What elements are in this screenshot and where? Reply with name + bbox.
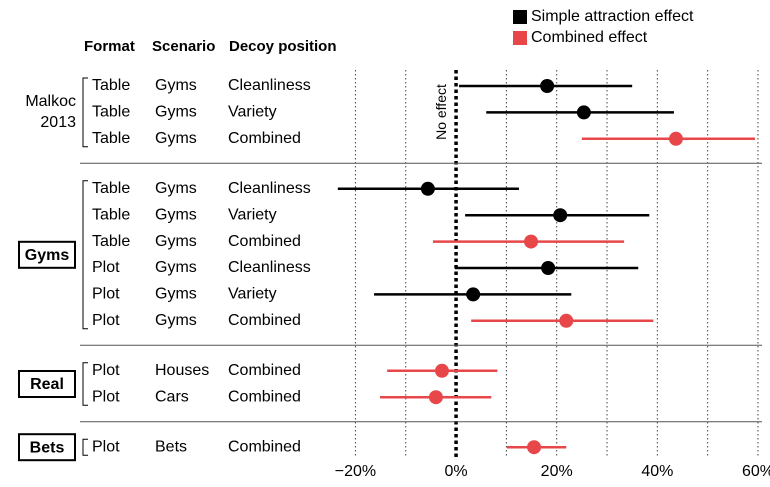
scenario-cell: Cars [155,388,189,405]
group-box [18,433,76,462]
decoy-cell: Cleanliness [228,259,311,276]
x-tick-label: 0% [444,463,467,480]
point [420,181,435,196]
decoy-cell: Combined [228,362,301,379]
point [540,79,555,93]
point [541,261,556,275]
scenario-cell: Gyms [155,77,197,94]
point [466,287,481,302]
decoy-cell: Variety [228,286,277,303]
point [527,440,542,455]
decoy-cell: Combined [228,130,301,147]
format-cell: Plot [92,286,120,303]
scenario-cell: Gyms [155,206,197,223]
x-tick-label: 60% [742,463,770,480]
bracket [82,77,88,148]
format-cell: Plot [92,312,120,329]
scenario-cell: Gyms [155,180,197,197]
decoy-cell: Combined [228,233,301,250]
scenario-cell: Houses [155,362,209,379]
decoy-cell: Combined [228,438,301,455]
legend-swatch [513,10,527,24]
legend-swatch [513,31,527,45]
point [434,363,449,378]
format-cell: Table [92,233,130,250]
decoy-cell: Cleanliness [228,180,311,197]
decoy-cell: Combined [228,312,301,329]
format-cell: Table [92,206,130,223]
format-cell: Plot [92,362,120,379]
point [576,105,591,120]
group-label: Malkoc [25,93,76,110]
decoy-cell: Cleanliness [228,77,311,94]
group-label: Real [30,376,64,393]
decoy-cell: Variety [228,104,277,121]
scenario-cell: Bets [155,438,187,455]
bracket [82,180,88,330]
scenario-cell: Gyms [155,259,197,276]
point [553,208,568,223]
point [428,390,443,405]
x-tick-label: 40% [641,463,673,480]
legend-label: Simple attraction effect [531,8,694,25]
decoy-cell: Combined [228,388,301,405]
format-cell: Table [92,180,130,197]
column-header: Format [84,38,135,55]
scenario-cell: Gyms [155,312,197,329]
format-cell: Plot [92,388,120,405]
format-cell: Table [92,130,130,147]
scenario-cell: Gyms [155,104,197,121]
group-label: 2013 [40,114,76,131]
format-cell: Plot [92,438,120,455]
group-box [18,370,76,398]
bracket [82,362,88,406]
format-cell: Table [92,104,130,121]
column-header: Scenario [152,38,215,55]
format-cell: Table [92,77,130,94]
point [524,234,539,249]
annotation: No effect [433,84,449,140]
point [668,131,683,146]
decoy-cell: Variety [228,206,277,223]
format-cell: Plot [92,259,120,276]
group-label: Gyms [25,247,70,264]
x-tick-label: 20% [541,463,573,480]
point [559,313,574,328]
scenario-cell: Gyms [155,233,197,250]
legend-label: Combined effect [531,29,648,46]
group-box [18,240,76,269]
bracket [82,438,88,456]
scenario-cell: Gyms [155,130,197,147]
column-header: Decoy position [229,38,337,55]
group-label: Bets [30,439,65,456]
scenario-cell: Gyms [155,286,197,303]
x-tick-label: −20% [335,463,376,480]
